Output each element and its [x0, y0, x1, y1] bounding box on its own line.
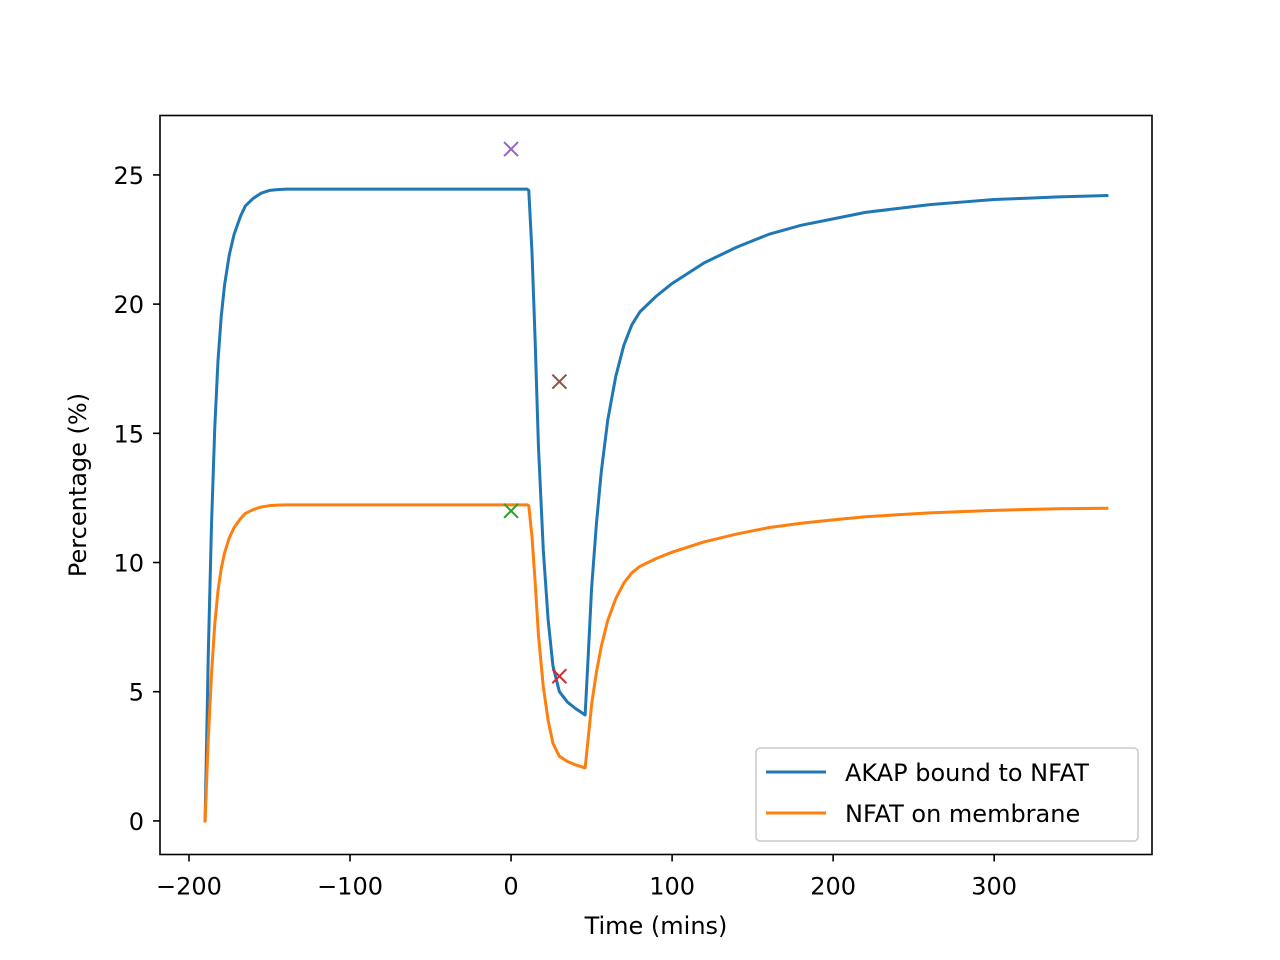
- x-marker: [551, 373, 568, 390]
- axes-frame: [159, 114, 1153, 856]
- x-marker: [503, 503, 519, 519]
- legend-box: [755, 747, 1139, 842]
- x-tick-label: 0: [503, 873, 518, 901]
- x-marker: [551, 668, 568, 684]
- y-tick-label: 25: [113, 162, 144, 190]
- plot-area: [203, 141, 1109, 823]
- legend-label-akap: AKAP bound to NFAT: [845, 759, 1089, 787]
- x-tick-label: 200: [810, 873, 856, 901]
- series-line-akap-bound-to-nfat: [203, 187, 1109, 823]
- x-tick-label: −100: [317, 873, 383, 901]
- x-tick-label: 100: [649, 873, 695, 901]
- y-tick-label: 0: [129, 808, 144, 836]
- y-tick-label: 15: [113, 420, 144, 448]
- y-tick-label: 10: [113, 550, 144, 578]
- x-marker: [503, 141, 519, 157]
- legend-label-nfat: NFAT on membrane: [845, 800, 1080, 828]
- series-line-nfat-on-membrane: [203, 503, 1109, 823]
- x-tick-label: 300: [971, 873, 1017, 901]
- legend: AKAP bound to NFAT NFAT on membrane: [755, 747, 1139, 842]
- y-axis-label: Percentage (%): [64, 393, 92, 577]
- x-axis-label: Time (mins): [584, 912, 728, 940]
- x-tick-label: −200: [156, 873, 222, 901]
- x-axis-ticks: −200 −100 0 100 200 300: [156, 854, 1017, 901]
- y-tick-label: 5: [129, 679, 144, 707]
- y-tick-label: 20: [113, 291, 144, 319]
- y-axis-ticks: 0 5 10 15 20 25: [113, 162, 160, 836]
